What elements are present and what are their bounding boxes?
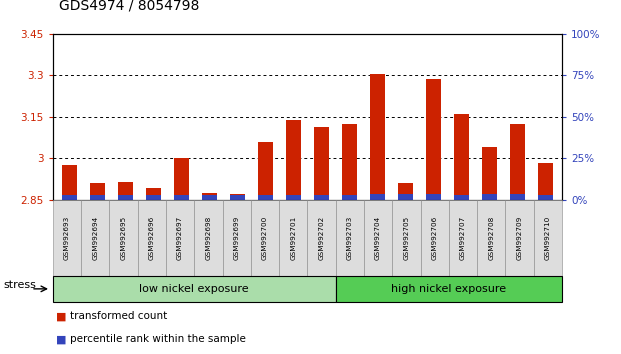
Bar [342,124,357,200]
Text: stress: stress [3,280,36,290]
Bar [510,124,525,200]
Bar [369,194,385,200]
Text: high nickel exposure: high nickel exposure [391,284,506,294]
Bar [286,120,301,200]
Bar [118,195,134,200]
Bar [62,165,77,200]
Text: GSM992708: GSM992708 [488,216,494,260]
Text: GDS4974 / 8054798: GDS4974 / 8054798 [59,0,199,12]
Bar [174,159,189,200]
Bar [202,193,217,200]
Text: ■: ■ [56,335,66,344]
Text: GSM992700: GSM992700 [262,216,268,260]
Bar [538,195,553,200]
Bar [230,194,245,200]
Bar [230,195,245,200]
Text: GSM992702: GSM992702 [319,216,325,260]
Text: GSM992707: GSM992707 [460,216,466,260]
Bar [286,195,301,200]
Text: GSM992697: GSM992697 [177,216,183,260]
Bar [397,183,413,200]
Bar [146,195,161,200]
Bar [425,194,441,200]
Text: GSM992701: GSM992701 [290,216,296,260]
Bar [174,195,189,200]
Text: GSM992696: GSM992696 [149,216,155,260]
Text: ■: ■ [56,312,66,321]
Bar [481,147,497,200]
Text: GSM992699: GSM992699 [233,216,240,260]
Text: GSM992709: GSM992709 [517,216,522,260]
Bar [369,74,385,200]
Text: percentile rank within the sample: percentile rank within the sample [70,335,245,344]
Bar [118,182,134,200]
Text: GSM992706: GSM992706 [432,216,438,260]
Bar [510,194,525,200]
Text: GSM992693: GSM992693 [64,216,70,260]
Bar [146,188,161,200]
Bar [397,194,413,200]
Bar [62,195,77,200]
Bar [90,183,105,200]
Text: GSM992704: GSM992704 [375,216,381,260]
Text: GSM992698: GSM992698 [206,216,211,260]
Text: low nickel exposure: low nickel exposure [140,284,249,294]
Text: GSM992694: GSM992694 [93,216,98,260]
Bar [258,142,273,200]
Bar [481,194,497,200]
Bar [202,195,217,200]
Bar [90,195,105,200]
Text: GSM992703: GSM992703 [347,216,353,260]
Bar [258,195,273,200]
Text: GSM992710: GSM992710 [545,216,551,260]
Bar [538,162,553,200]
Bar [314,195,329,200]
Text: GSM992695: GSM992695 [120,216,127,260]
Text: GSM992705: GSM992705 [404,216,409,260]
Bar [425,79,441,200]
Bar [453,195,469,200]
Bar [453,114,469,200]
Bar [314,126,329,200]
Bar [342,195,357,200]
Text: transformed count: transformed count [70,312,167,321]
